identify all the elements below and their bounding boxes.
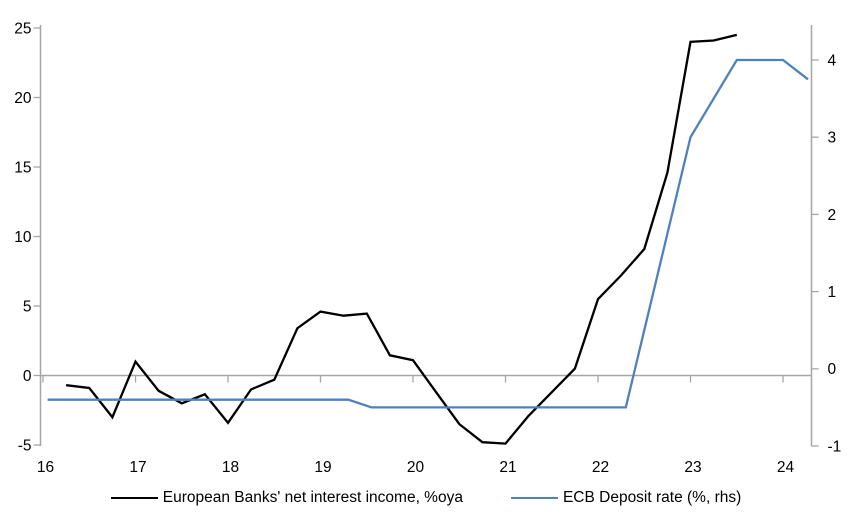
legend-line-sample-blue — [510, 496, 558, 500]
chart-legend: European Banks' net interest income, %oy… — [0, 489, 852, 507]
legend-label-net-interest-income: European Banks' net interest income, %oy… — [162, 489, 463, 506]
x-axis-tick-label: 19 — [314, 459, 331, 476]
left-axis-tick-label: 15 — [14, 159, 31, 176]
x-axis-tick-label: 20 — [407, 459, 425, 476]
right-axis-tick-label: 0 — [828, 361, 837, 378]
x-axis-tick-label: 16 — [37, 459, 54, 476]
left-axis-tick-label: 5 — [23, 298, 32, 315]
right-axis-tick-label: 4 — [828, 52, 837, 69]
x-axis-tick-label: 23 — [684, 459, 701, 476]
right-axis-tick-label: 2 — [828, 207, 837, 224]
legend-item-net-interest-income: European Banks' net interest income, %oy… — [110, 489, 463, 507]
legend-item-ecb-deposit-rate: ECB Deposit rate (%, rhs) — [510, 489, 742, 507]
left-axis-tick-label: 25 — [14, 20, 31, 37]
x-axis-tick-label: 24 — [777, 459, 795, 476]
x-axis-tick-label: 21 — [499, 459, 516, 476]
series-line-ecb-deposit-rate — [47, 58, 809, 409]
left-axis-tick-label: -5 — [18, 437, 32, 454]
left-axis-tick-label: 0 — [23, 368, 32, 385]
legend-label-ecb-deposit-rate: ECB Deposit rate (%, rhs) — [562, 489, 742, 506]
left-axis-tick-label: 10 — [14, 229, 32, 246]
x-axis-tick-label: 17 — [129, 459, 146, 476]
right-axis-tick-label: -1 — [828, 438, 842, 455]
series-line-net-interest-income — [65, 33, 738, 445]
right-axis-tick-label: 3 — [828, 130, 837, 147]
x-axis-tick-label: 22 — [592, 459, 609, 476]
left-axis-tick-label: 20 — [14, 90, 32, 107]
right-axis-tick-label: 1 — [828, 284, 837, 301]
legend-line-sample-black — [110, 496, 158, 500]
x-axis-tick-label: 18 — [222, 459, 239, 476]
